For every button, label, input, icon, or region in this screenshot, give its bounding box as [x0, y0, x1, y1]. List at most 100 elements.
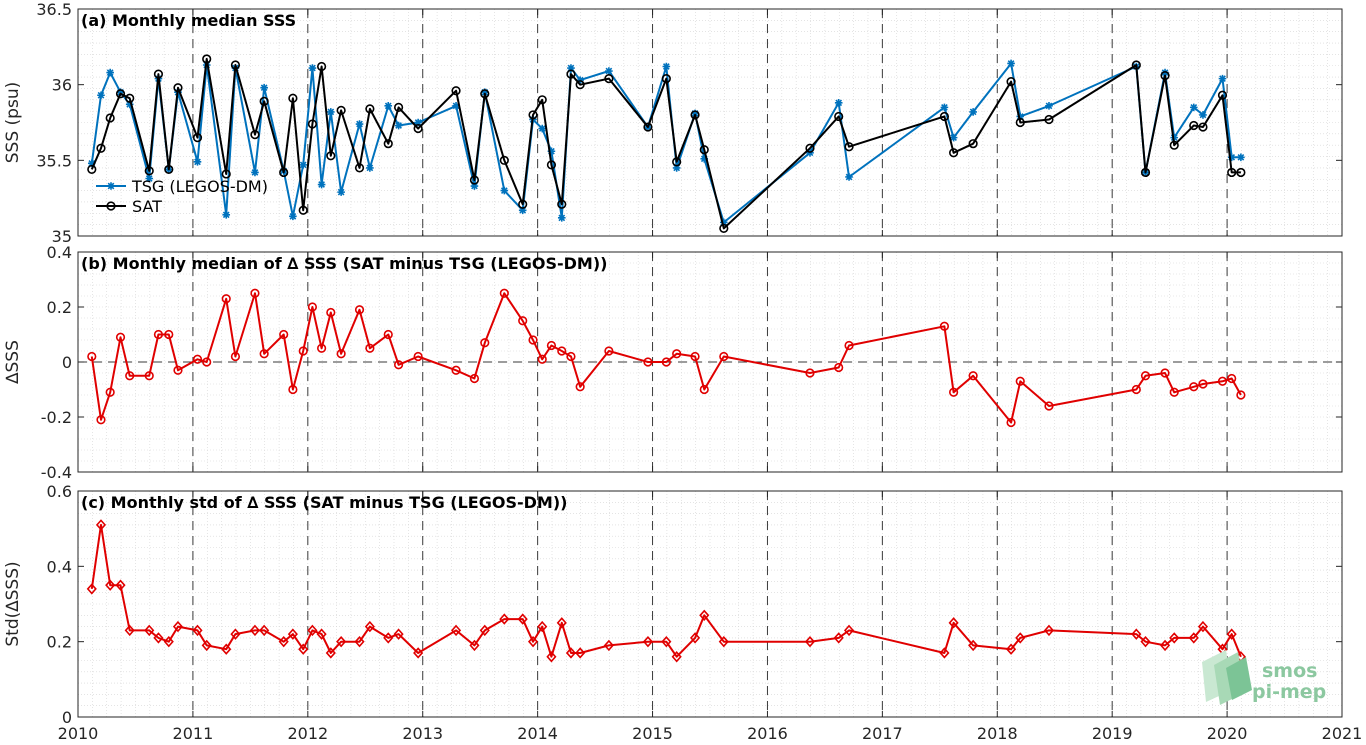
panel-b-median-delta-sss: -0.4 -0.2 0 0.2 0.4 (b) Monthly median of ∆ …: [3, 243, 1343, 482]
x-tick-label: 2019: [1092, 724, 1133, 743]
data-point: [1160, 70, 1170, 81]
data-point: [144, 624, 155, 637]
data-point: [949, 387, 959, 397]
data-point: [250, 288, 260, 298]
data-point: [671, 651, 682, 663]
data-point: [805, 143, 815, 153]
data-point: [1237, 153, 1245, 162]
data-point: [393, 102, 404, 112]
data-point: [413, 351, 423, 362]
logo-text-pi-mep: pi-mep: [1252, 681, 1326, 703]
data-point: [1189, 382, 1199, 392]
data-point: [557, 346, 567, 356]
y-tick-label: 36.5: [36, 0, 72, 19]
data-point: [699, 609, 710, 622]
data-point: [1140, 167, 1151, 178]
series-line-sat: [90, 57, 1241, 230]
data-point: [192, 624, 203, 637]
data-point: [317, 180, 326, 189]
data-point: [1045, 102, 1053, 110]
legend-tsg-label: TSG (LEGOS-DM): [131, 177, 268, 196]
data-point: [298, 346, 308, 356]
data-point: [337, 188, 345, 196]
panel-c-frame: [77, 490, 1343, 718]
panel-c-std-delta-sss: 00.20.40.6 2010 2011 2012 2013 2014 2015 2016 2…: [3, 482, 1362, 743]
data-point: [1006, 417, 1016, 428]
data-point: [144, 371, 154, 381]
data-point: [499, 288, 509, 298]
data-point: [450, 624, 462, 637]
data-point: [1159, 639, 1171, 652]
data-point: [1169, 140, 1179, 150]
data-point: [326, 151, 336, 161]
x-tick-label: 2017: [862, 724, 903, 743]
data-point: [528, 335, 538, 345]
data-point: [575, 382, 585, 392]
data-point: [546, 160, 557, 170]
data-point: [537, 95, 547, 105]
data-point: [279, 167, 289, 178]
data-point: [1217, 90, 1228, 100]
data-point: [719, 218, 728, 227]
data-point: [97, 91, 105, 100]
data-point: [278, 635, 289, 648]
data-point: [383, 329, 393, 340]
data-point: [518, 199, 528, 209]
data-point: [1236, 167, 1246, 178]
data-point: [366, 164, 374, 172]
data-point: [1197, 620, 1209, 633]
data-point: [316, 628, 327, 640]
data-point: [201, 639, 212, 652]
data-point: [164, 164, 174, 175]
data-point: [221, 643, 232, 655]
data-point: [1160, 368, 1170, 378]
panel-a-title: (a) Monthly median SSS: [81, 11, 296, 30]
x-tick-label: 2016: [747, 724, 788, 743]
data-point: [384, 102, 393, 110]
data-point: [949, 133, 958, 142]
data-point: [87, 164, 97, 175]
data-point: [566, 351, 576, 362]
data-point: [603, 639, 614, 652]
data-point: [1131, 384, 1141, 395]
data-point: [844, 340, 854, 351]
data-point: [969, 108, 977, 116]
data-point: [480, 89, 490, 99]
data-point: [1198, 122, 1208, 132]
data-point: [556, 617, 567, 629]
data-point: [125, 93, 135, 103]
data-point: [699, 384, 709, 395]
data-point: [604, 346, 614, 356]
legend-tsg-marker: [107, 182, 115, 190]
data-point: [289, 212, 297, 221]
data-point: [144, 166, 154, 176]
data-point: [86, 583, 97, 595]
data-point: [96, 143, 106, 153]
data-point: [1236, 390, 1246, 400]
data-point: [575, 80, 585, 90]
y-tick-label: -0.4: [41, 463, 72, 482]
data-point: [643, 122, 653, 132]
data-point: [307, 624, 318, 637]
data-point: [413, 123, 423, 134]
data-point: [537, 354, 547, 364]
data-point: [251, 168, 259, 177]
data-point: [299, 161, 308, 169]
data-point: [939, 321, 950, 331]
panel-c-title: (c) Monthly std of ∆ SSS (SAT minus TSG …: [81, 493, 567, 512]
x-tick-label: 2011: [173, 724, 214, 743]
panel-a-legend: TSG (LEGOS-DM) SAT: [96, 177, 268, 216]
data-point: [661, 357, 671, 367]
data-point: [1140, 635, 1151, 648]
data-point: [279, 329, 289, 340]
data-point: [949, 148, 959, 158]
data-point: [326, 307, 336, 318]
legend-sat-marker: [106, 201, 116, 211]
panel-b-x-ticks: [77, 252, 1343, 472]
data-point: [1189, 103, 1198, 112]
data-point: [354, 305, 365, 315]
data-point: [413, 647, 424, 659]
data-point: [470, 182, 479, 190]
panel-c-grid: [78, 491, 1342, 717]
